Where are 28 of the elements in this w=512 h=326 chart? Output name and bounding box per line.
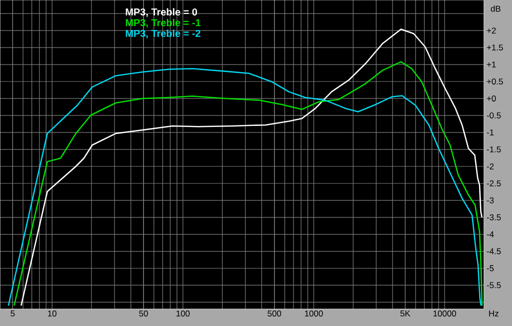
y-tick-label: -4.5 <box>486 248 501 254</box>
x-tick-label: 100 <box>176 310 190 317</box>
y-tick-label: -3.5 <box>486 214 501 220</box>
x-tick-label: 50 <box>139 310 148 317</box>
y-tick-label: +1 <box>486 62 496 68</box>
y-tick-label: -4 <box>486 231 494 238</box>
y-tick-label: +2 <box>486 28 496 34</box>
x-axis-title: Hz <box>489 310 498 316</box>
y-tick-label: -1 <box>486 130 494 136</box>
y-tick-label: -2.5 <box>486 180 501 186</box>
y-axis-title: dB <box>490 6 500 12</box>
y-tick-label: -5.5 <box>486 282 501 288</box>
y-tick-label: -1.5 <box>486 146 501 152</box>
y-tick-label: -2 <box>486 163 494 170</box>
y-tick-label: -5 <box>486 265 494 272</box>
x-tick-label: 5K <box>400 310 410 316</box>
y-tick-label: +0.5 <box>486 78 503 84</box>
x-tick-label: 10 <box>48 310 56 317</box>
text: MP3, Treble = -2 <box>126 30 200 38</box>
text: MP3, Treble = 0 <box>126 8 198 17</box>
x-tick-label: 500 <box>268 310 282 317</box>
x-tick-label: 1000 <box>304 310 323 317</box>
x-tick-label: 10000 <box>433 310 456 317</box>
y-tick-label: -3 <box>486 197 494 204</box>
y-tick-label: +0 <box>486 95 496 102</box>
x-tick-label: 5 <box>10 310 15 316</box>
y-tick-label: +1.5 <box>486 44 503 50</box>
y-tick-label: -0.5 <box>486 112 501 118</box>
